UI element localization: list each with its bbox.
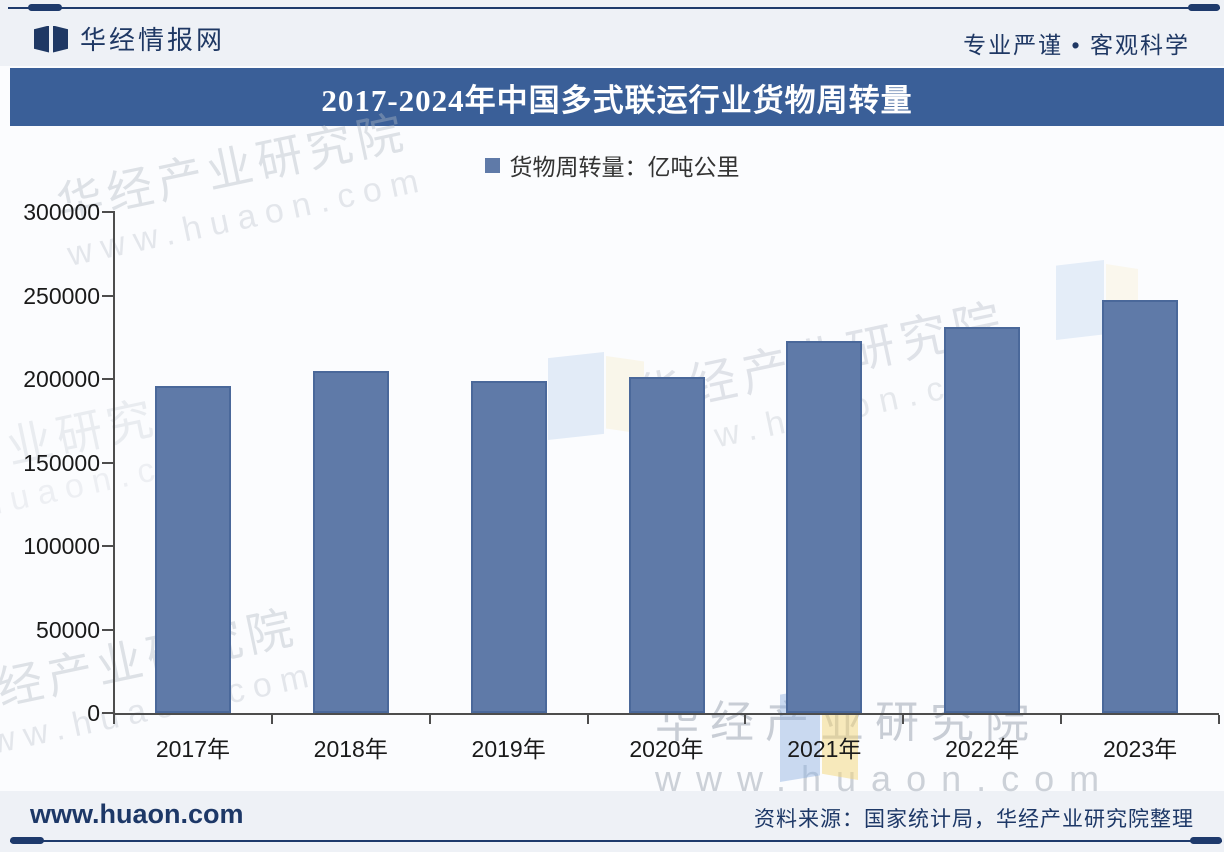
bar-2019年 <box>470 381 547 713</box>
y-axis-tick-label: 150000 <box>23 449 100 476</box>
bar-2023年 <box>1102 300 1179 713</box>
brand[interactable]: 华经情报网 <box>34 20 225 57</box>
x-axis-tick <box>270 715 273 724</box>
y-axis-tick-label: 300000 <box>23 199 100 225</box>
y-axis-tick <box>102 294 113 297</box>
x-axis-category-label: 2022年 <box>945 736 1020 762</box>
y-axis-line <box>113 211 115 715</box>
header-strip <box>0 0 1224 66</box>
huajing-logo-icon <box>34 22 68 56</box>
bottom-border-cap-left <box>10 837 44 844</box>
chart-title: 2017-2024年中国多式联运行业货物周转量 <box>321 82 913 118</box>
x-axis-tick <box>902 715 905 724</box>
bar-2017年 <box>154 386 231 713</box>
x-axis-category-label: 2023年 <box>1102 736 1178 762</box>
bar-2021年 <box>786 341 863 713</box>
x-axis-category-label: 2017年 <box>155 736 230 762</box>
y-axis-tick-label: 200000 <box>23 366 100 392</box>
top-border-cap-right <box>1188 4 1220 11</box>
y-axis-tick-label: 250000 <box>23 282 100 309</box>
y-axis-tick <box>102 545 113 547</box>
legend: 货物周转量：亿吨公里 <box>0 148 1224 182</box>
x-axis-category-label: 2019年 <box>471 736 546 762</box>
brand-name: 华经情报网 <box>80 25 226 55</box>
y-axis-tick <box>102 461 113 464</box>
x-axis-category-label: 2018年 <box>313 736 388 762</box>
x-axis-tick <box>113 715 115 724</box>
bar-2022年 <box>944 327 1021 713</box>
x-axis-line <box>113 713 1219 715</box>
x-axis-category-label: 2021年 <box>787 736 862 762</box>
x-axis-category-label: 2020年 <box>629 736 704 762</box>
header-slogan: 专业严谨 • 客观科学 <box>963 32 1190 58</box>
bar-2020年 <box>628 377 705 713</box>
chart-title-bar: 2017-2024年中国多式联运行业货物周转量 <box>10 68 1224 126</box>
x-axis-tick <box>744 715 747 724</box>
y-axis-tick <box>102 712 113 714</box>
y-axis-tick-label: 0 <box>87 700 100 726</box>
footer-website-link[interactable]: www.huaon.com <box>30 799 244 829</box>
legend-marker <box>484 157 500 173</box>
y-axis-tick-label: 50000 <box>36 616 100 643</box>
bar-2018年 <box>312 371 389 713</box>
x-axis-tick <box>428 715 431 724</box>
legend-label: 货物周转量：亿吨公里 <box>509 154 740 180</box>
y-axis-tick <box>102 211 113 213</box>
y-axis-tick-label: 100000 <box>23 533 100 559</box>
top-border-cap-left <box>28 4 62 11</box>
x-axis-tick <box>1218 715 1220 724</box>
top-border-line <box>8 7 1220 9</box>
y-axis-tick <box>102 628 113 631</box>
y-axis-tick <box>102 378 113 380</box>
x-axis-tick <box>1060 715 1063 724</box>
bottom-border-line <box>10 840 1222 842</box>
x-axis-tick <box>586 715 589 724</box>
bottom-border-cap-right <box>1190 837 1222 844</box>
data-source: 资料来源：国家统计局，华经产业研究院整理 <box>754 808 1194 831</box>
